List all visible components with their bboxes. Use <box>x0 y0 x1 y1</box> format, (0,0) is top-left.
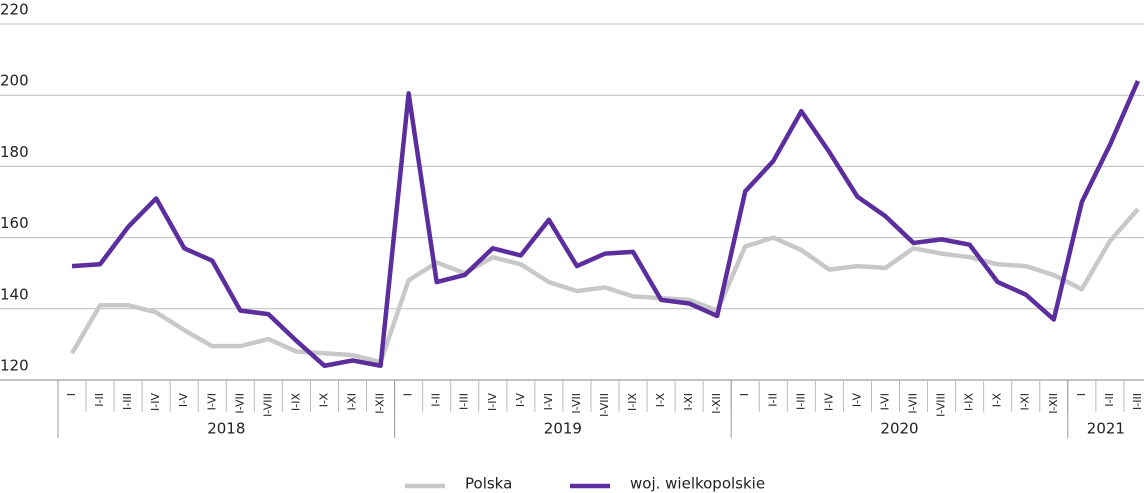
y-tick-label: 180 <box>0 143 29 161</box>
x-tick-label: I-XII <box>1047 393 1060 414</box>
y-tick-label: 200 <box>0 72 29 90</box>
x-tick-label: I-III <box>794 393 807 410</box>
x-tick-label: I-VII <box>570 393 583 414</box>
y-tick-label: 160 <box>0 214 29 232</box>
x-tick-label: I-V <box>850 393 863 408</box>
x-tick-label: I-IX <box>289 393 302 411</box>
x-tick-label: I-VII <box>233 393 246 414</box>
x-tick-label: I-II <box>93 393 106 407</box>
y-tick-label: 120 <box>0 357 29 375</box>
x-tick-label: I-IV <box>822 393 835 411</box>
x-tick-label: I <box>402 393 415 396</box>
x-tick-label: I <box>65 393 78 396</box>
group-label: 2018 <box>207 420 245 438</box>
x-tick-label: I-VI <box>542 393 555 410</box>
x-tick-label: I-VIII <box>598 393 611 417</box>
x-tick-label: I-II <box>430 393 443 407</box>
x-tick-label: I <box>1075 393 1088 396</box>
x-tick-label: I <box>738 393 751 396</box>
x-tick-label: I-II <box>1103 393 1116 407</box>
series-line <box>70 207 1140 365</box>
x-tick-label: I-V <box>514 393 527 408</box>
x-tick-label: I-XI <box>1019 393 1032 410</box>
x-tick-label: I-III <box>458 393 471 410</box>
x-tick-label: I-II <box>766 393 779 407</box>
legend-label: woj. wielkopolskie <box>630 475 765 493</box>
x-tick-label: I-V <box>177 393 190 408</box>
x-tick-label: I-IV <box>149 393 162 411</box>
group-label: 2019 <box>544 420 582 438</box>
x-tick-label: I-III <box>121 393 134 410</box>
group-label: 2020 <box>880 420 918 438</box>
legend-label: Polska <box>465 475 512 493</box>
x-tick-label: I-XII <box>710 393 723 414</box>
x-tick-label: I-XI <box>682 393 695 410</box>
x-tick-label: I-XI <box>346 393 359 410</box>
x-tick-label: I-IX <box>626 393 639 411</box>
x-tick-label: I-X <box>991 393 1004 408</box>
x-tick-label: I-IX <box>963 393 976 411</box>
x-tick-label: I-VIII <box>935 393 948 417</box>
x-tick-label: I-XII <box>374 393 387 414</box>
x-tick-label: I-X <box>654 393 667 408</box>
x-tick-label: I-VI <box>878 393 891 410</box>
x-tick-label: I-IV <box>486 393 499 411</box>
group-label: 2021 <box>1087 420 1125 438</box>
y-tick-label: 220 <box>0 1 29 19</box>
series-line <box>71 80 1140 369</box>
x-tick-label: I-VII <box>907 393 920 414</box>
x-tick-label: I-VIII <box>261 393 274 417</box>
y-tick-label: 140 <box>0 285 29 303</box>
x-tick-label: I-VI <box>205 393 218 410</box>
x-tick-label: I-X <box>317 393 330 408</box>
x-tick-label: I-III <box>1131 393 1144 410</box>
